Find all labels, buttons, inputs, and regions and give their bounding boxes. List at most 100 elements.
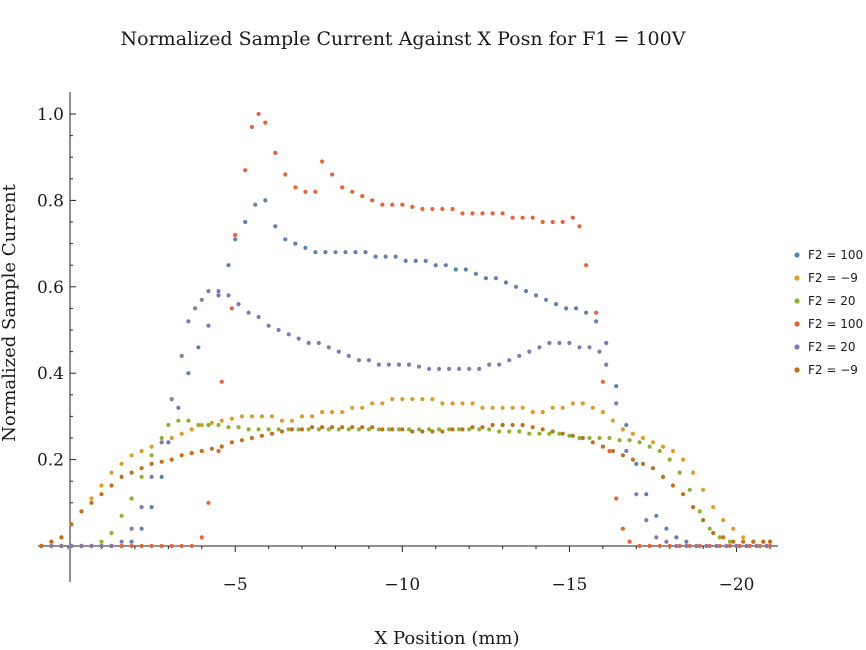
data-point — [49, 543, 54, 549]
data-point — [523, 289, 529, 294]
data-point — [761, 539, 766, 544]
data-point — [219, 444, 224, 449]
data-point — [360, 194, 365, 199]
data-point — [306, 427, 311, 432]
data-point — [299, 414, 305, 419]
data-point — [206, 500, 211, 505]
data-point — [483, 276, 488, 281]
data-point — [437, 427, 442, 432]
legend-item: F2 = 100 — [794, 317, 863, 331]
data-point — [340, 425, 345, 430]
data-point — [634, 492, 639, 497]
data-point — [470, 425, 475, 430]
data-point — [430, 397, 435, 402]
data-point — [577, 224, 582, 229]
data-point — [320, 410, 325, 415]
data-point — [600, 444, 606, 449]
data-point — [440, 206, 445, 212]
data-point — [657, 543, 662, 549]
data-point — [674, 535, 679, 540]
data-point — [537, 345, 542, 350]
data-point — [463, 267, 468, 272]
data-point — [527, 431, 532, 436]
data-point — [189, 543, 194, 549]
data-point — [607, 435, 612, 441]
data-point — [199, 535, 204, 540]
data-point — [346, 353, 351, 358]
data-point — [510, 405, 515, 410]
data-point — [630, 431, 636, 436]
data-point — [366, 427, 371, 432]
data-point — [259, 433, 264, 438]
data-point — [614, 496, 619, 501]
data-point — [360, 405, 365, 410]
data-point — [166, 440, 171, 445]
data-point — [326, 427, 331, 432]
data-point — [624, 448, 629, 454]
data-point — [460, 401, 465, 406]
data-point — [567, 340, 572, 346]
data-point — [480, 405, 485, 410]
data-point — [667, 457, 672, 462]
data-point — [239, 438, 244, 443]
data-point — [617, 438, 622, 443]
data-point — [350, 189, 355, 194]
data-point — [296, 427, 301, 432]
data-point — [564, 306, 569, 311]
data-point — [119, 543, 124, 549]
data-point — [279, 429, 285, 434]
data-point — [330, 410, 335, 415]
data-point — [650, 440, 656, 445]
data-point — [677, 543, 682, 549]
data-point — [427, 366, 432, 371]
data-point — [630, 457, 636, 462]
data-point — [664, 539, 669, 544]
data-point — [206, 323, 211, 328]
data-point — [263, 198, 268, 203]
data-point — [607, 448, 612, 454]
data-point — [216, 448, 221, 454]
data-point — [386, 362, 391, 367]
data-point — [721, 518, 726, 523]
data-point — [697, 543, 702, 549]
data-point — [350, 405, 355, 410]
data-point — [507, 429, 512, 434]
data-point — [246, 310, 251, 315]
data-point — [530, 425, 535, 430]
data-point — [560, 405, 565, 410]
legend-item: F2 = −9 — [794, 363, 858, 377]
data-point — [380, 202, 385, 207]
data-point — [139, 505, 144, 510]
data-point — [500, 405, 505, 410]
data-point — [353, 250, 358, 255]
data-point — [169, 543, 174, 549]
data-point — [751, 539, 756, 544]
data-point — [256, 111, 261, 117]
data-point — [293, 185, 298, 190]
data-point — [243, 168, 248, 173]
data-point — [477, 366, 482, 371]
data-point — [266, 427, 271, 432]
data-point — [467, 366, 472, 371]
chart-title: Normalized Sample Current Against X Posn… — [121, 28, 686, 50]
data-point — [380, 427, 385, 432]
data-point — [687, 487, 692, 492]
data-point — [239, 414, 244, 419]
data-point — [276, 427, 281, 432]
data-point — [647, 543, 652, 549]
data-point — [159, 435, 164, 441]
data-point — [473, 271, 478, 276]
data-point — [139, 526, 144, 531]
data-point — [176, 418, 181, 423]
data-point — [741, 535, 746, 540]
data-point — [467, 427, 472, 432]
data-point — [346, 427, 351, 432]
data-point — [99, 492, 104, 497]
data-point — [460, 427, 465, 432]
data-point — [681, 492, 686, 497]
data-point — [637, 543, 642, 549]
data-point — [517, 353, 522, 358]
data-point — [119, 461, 124, 466]
data-points — [39, 111, 773, 549]
data-point — [380, 401, 385, 406]
